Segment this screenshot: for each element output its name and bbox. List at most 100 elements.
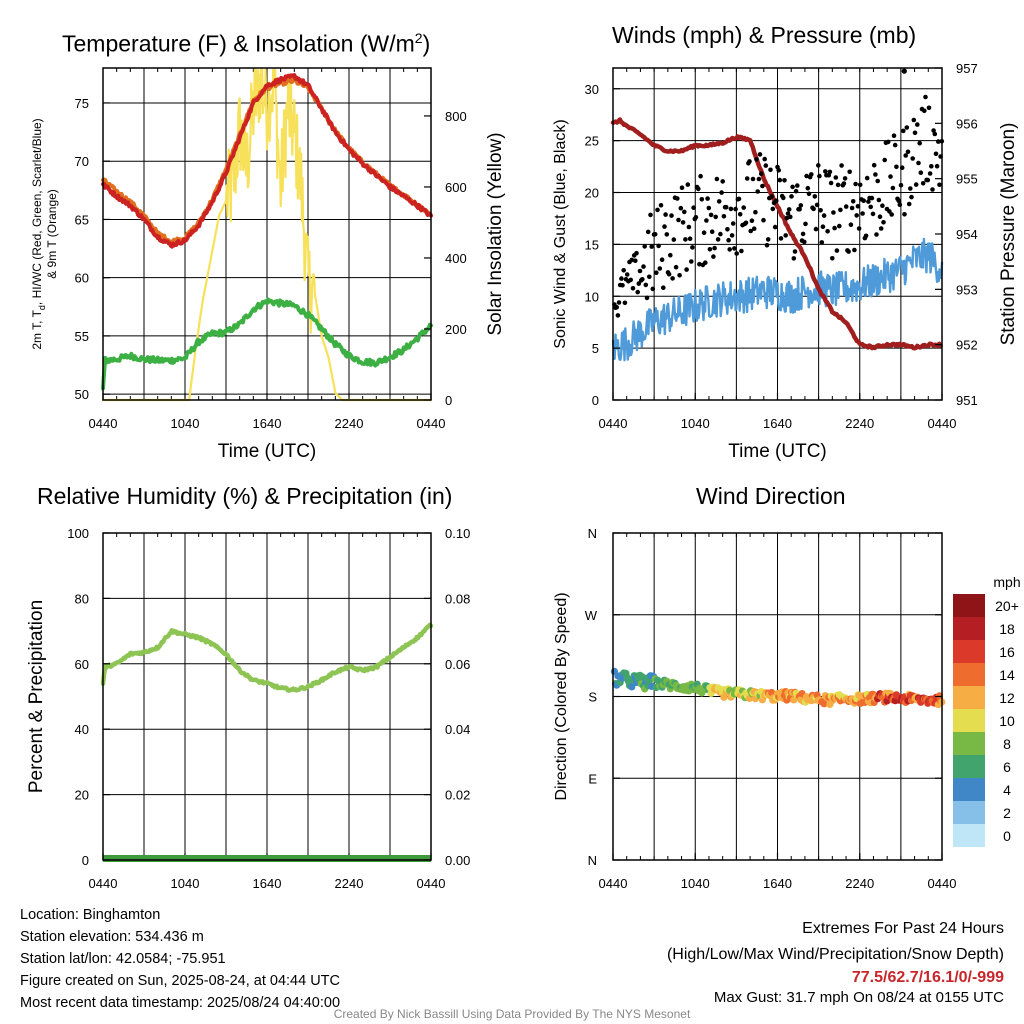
gust-point [933,151,939,157]
gust-point [713,214,718,220]
legend-label: 8 [1003,736,1011,752]
y2-tick-label: 400 [445,251,467,266]
gust-point [684,267,689,272]
gust-point [733,206,738,212]
gust-point [754,157,759,162]
legend-label: 14 [999,667,1015,683]
gust-point [703,260,708,266]
gust-point [669,213,674,218]
gust-point [774,198,779,204]
gust-point [714,176,720,182]
plot-border-3 [102,532,432,861]
gust-point [890,185,896,191]
y-tick-label: 65 [75,212,89,227]
gust-point [932,131,938,137]
gust-point [889,212,894,217]
gust-point [885,139,891,145]
gust-point [843,204,849,209]
y-tick-label: 55 [75,329,89,344]
gust-point [802,239,807,245]
gust-point [619,276,624,281]
gust-point [758,171,764,176]
gust-point [720,179,725,184]
gust-point [664,232,670,237]
gust-point [881,220,886,225]
x-tick-label: 1040 [681,876,710,891]
y2-tick-label: 0.04 [445,722,470,737]
title-superscript: 2 [414,30,423,46]
gust-point [744,176,750,181]
direction-point [628,683,636,691]
x-tick-label: 0440 [928,876,957,891]
y-tick-label: E [588,771,597,786]
gust-point [620,283,625,288]
y-axis-label-line1: 2m T, Td, HI/WC (Red, Green, Scarlet/Blu… [30,118,47,349]
y-tick-label: 0 [592,393,599,408]
gust-point [906,201,912,207]
x-tick-label: 1640 [253,416,282,431]
gust-point [756,176,762,182]
gust-point [641,264,646,269]
gust-point [803,221,808,227]
gust-point [697,261,702,267]
y-tick-label: 15 [585,237,599,252]
y2-tick-label: 0.10 [445,526,470,541]
gust-point [658,203,664,208]
legend-label: 6 [1003,759,1011,775]
gust-point [841,181,847,186]
gust-point [898,182,904,188]
gust-point [811,206,816,212]
x-tick-label: 1640 [763,876,792,891]
ylabel-part: , HI/WC (Red, Green, Scarlet/Blue) [30,118,44,305]
gust-point [678,205,684,211]
y2-tick-label: 0.00 [445,853,470,868]
gust-point [656,243,661,249]
y2-tick-label: 952 [956,338,978,353]
y-tick-label: N [588,853,597,868]
gust-point [643,282,649,288]
gust-point [708,212,714,218]
gust-point [670,276,675,281]
gust-point [777,177,783,183]
gust-point [704,218,709,223]
gust-point [715,237,721,242]
gust-point [707,247,713,252]
gust-point [838,207,843,213]
gust-point [892,142,898,148]
y-tick-label: 75 [75,96,89,111]
gust-point [644,295,650,301]
gust-point [706,205,712,211]
gust-point [878,226,884,231]
y2-tick-label: 953 [956,282,978,297]
gust-point [729,233,735,238]
x-tick-label: 2240 [335,876,364,891]
gust-point [926,105,932,111]
direction-point [820,700,828,708]
y2-tick-label: 957 [956,61,978,76]
station-pressure-line [610,117,943,351]
gust-point [768,167,773,173]
gust-point [719,190,724,195]
gust-point [834,248,840,253]
gust-point [909,194,914,200]
gust-point [689,259,694,264]
gust-point [896,198,901,203]
gust-point [797,207,802,212]
y-tick-label: 40 [75,722,89,737]
x-tick-label: 1640 [253,876,282,891]
extremes-title: Extremes For Past 24 Hours [802,920,1004,937]
gust-point [764,242,770,248]
gust-point [711,254,716,259]
gust-point [833,175,839,180]
gust-point [751,226,757,231]
gust-point [655,207,660,213]
gust-point [661,285,666,291]
gust-point [616,300,622,305]
x-tick-label: 0440 [599,416,628,431]
gust-point [908,186,913,191]
gust-point [839,163,844,168]
gust-point [677,273,682,278]
gust-point [823,169,828,174]
y-axis-label: Sonic Wind & Gust (Blue, Black) [552,119,569,348]
gust-point [877,214,883,219]
